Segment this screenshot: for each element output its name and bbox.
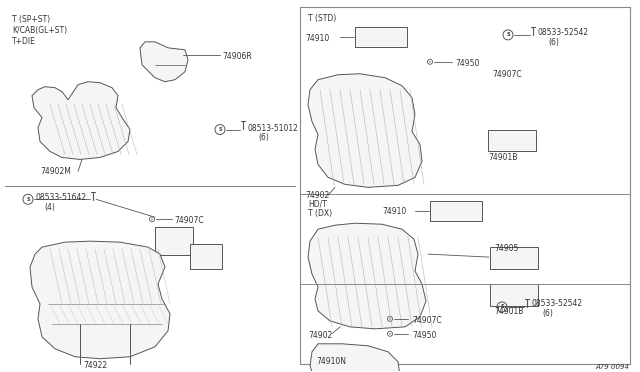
Text: 74950: 74950 — [455, 59, 479, 68]
Text: T+DIE: T+DIE — [12, 37, 36, 46]
Text: 74907C: 74907C — [174, 216, 204, 225]
Text: 74902M: 74902M — [40, 167, 71, 176]
Text: T (DX): T (DX) — [308, 209, 332, 218]
Polygon shape — [308, 223, 426, 329]
Text: 74907C: 74907C — [412, 316, 442, 325]
Text: (4): (4) — [44, 203, 55, 212]
Text: 74910: 74910 — [305, 34, 329, 43]
Bar — [190, 244, 222, 269]
Text: A79 0094: A79 0094 — [595, 364, 629, 370]
Polygon shape — [32, 82, 130, 160]
Text: 74922: 74922 — [83, 361, 107, 370]
Text: 08513-51012: 08513-51012 — [248, 124, 299, 132]
Bar — [490, 247, 538, 269]
Text: 74902: 74902 — [308, 331, 332, 340]
Text: 08533-52542: 08533-52542 — [538, 28, 589, 37]
Text: HD/T: HD/T — [308, 199, 327, 208]
Text: 74907C: 74907C — [492, 70, 522, 79]
Circle shape — [429, 61, 431, 62]
Text: 08533-51642: 08533-51642 — [35, 193, 86, 202]
Text: (6): (6) — [548, 38, 559, 47]
Text: 74902: 74902 — [305, 191, 329, 201]
Circle shape — [389, 318, 390, 320]
Text: T (STD): T (STD) — [308, 14, 336, 23]
Text: 74910: 74910 — [382, 207, 406, 216]
Bar — [155, 227, 193, 255]
Bar — [300, 7, 630, 364]
Text: S: S — [218, 127, 221, 132]
Text: 74950: 74950 — [412, 331, 436, 340]
Text: S: S — [506, 32, 509, 37]
Polygon shape — [30, 241, 170, 359]
Text: S: S — [500, 304, 504, 310]
Text: 74905: 74905 — [494, 244, 518, 253]
Text: 08533-52542: 08533-52542 — [532, 299, 583, 308]
Polygon shape — [310, 344, 400, 372]
Text: 74901B: 74901B — [488, 154, 517, 163]
Text: T (SP+ST): T (SP+ST) — [12, 15, 50, 24]
Circle shape — [151, 218, 153, 220]
Text: K/CAB(GL+ST): K/CAB(GL+ST) — [12, 26, 67, 35]
Circle shape — [389, 333, 390, 334]
Polygon shape — [308, 74, 422, 187]
Text: S: S — [26, 197, 29, 202]
Bar — [490, 284, 538, 306]
Bar — [355, 27, 407, 47]
Text: 74910N: 74910N — [316, 357, 346, 366]
Bar — [430, 201, 482, 221]
Bar — [488, 129, 536, 151]
Text: 74901B: 74901B — [494, 307, 524, 316]
Text: (6): (6) — [258, 132, 269, 141]
Text: (6): (6) — [542, 309, 553, 318]
Text: 74906R: 74906R — [222, 52, 252, 61]
Polygon shape — [140, 42, 188, 82]
